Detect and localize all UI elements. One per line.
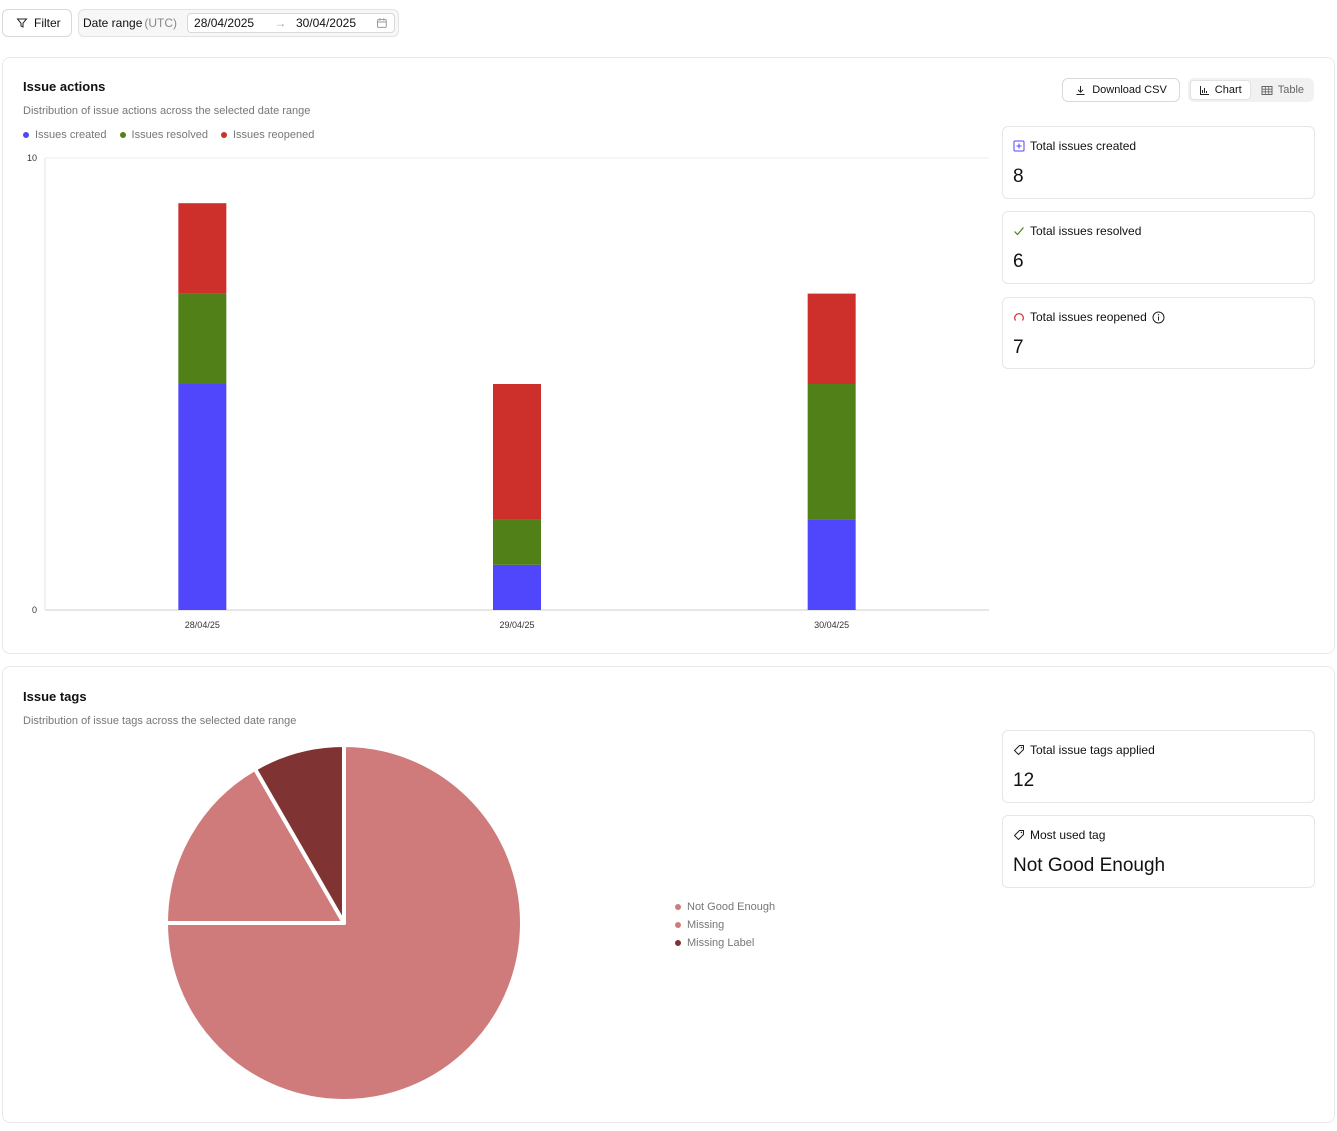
pie-slice xyxy=(164,766,346,925)
y-tick-label: 0 xyxy=(32,605,37,615)
legend-label: Missing Label xyxy=(687,937,755,949)
legend-label: Issues created xyxy=(35,129,107,141)
legend-item: Issues reopened xyxy=(220,129,315,141)
bar-segment xyxy=(807,293,856,384)
pie-slice xyxy=(164,743,524,1103)
stat-label: Total issues resolved xyxy=(1030,224,1142,238)
bar-segment xyxy=(493,519,541,565)
date-range-label: Date range xyxy=(83,16,143,30)
stat-value: 8 xyxy=(1013,166,1024,187)
stat-total-resolved: Total issues resolved 6 xyxy=(1002,211,1315,284)
bar-segment xyxy=(178,384,227,610)
date-to-input[interactable]: 30/04/2025 xyxy=(295,16,356,30)
download-icon xyxy=(1076,85,1085,95)
x-tick-label: 30/04/25 xyxy=(814,620,849,630)
stat-total-reopened: Total issues reopened 7 xyxy=(1002,297,1315,369)
toolbar: Filter Date range (UTC) 28/04/2025 → 30/… xyxy=(2,9,400,37)
bar-chart-icon xyxy=(1199,85,1209,95)
view-table-label: Table xyxy=(1277,84,1304,96)
legend-dot xyxy=(220,132,227,138)
stat-header: Total issues reopened xyxy=(1013,310,1165,324)
legend-label: Missing xyxy=(687,919,725,931)
legend-label: Issues resolved xyxy=(131,129,208,141)
date-from-input[interactable]: 28/04/2025 xyxy=(194,16,255,30)
legend-dot xyxy=(675,922,681,928)
date-arrow: → xyxy=(274,16,287,30)
legend-dot xyxy=(675,904,681,910)
stat-most-used-tag: Most used tag Not Good Enough xyxy=(1002,815,1315,888)
legend-dot xyxy=(675,940,681,946)
stat-header: Total issues created xyxy=(1013,139,1136,153)
issue-tags-pie-chart xyxy=(164,743,524,1103)
stat-value: 6 xyxy=(1013,251,1024,272)
legend-label: Not Good Enough xyxy=(687,901,776,913)
stat-value: Not Good Enough xyxy=(1013,855,1166,876)
reopen-icon xyxy=(1014,313,1024,321)
download-csv-button[interactable]: Download CSV xyxy=(1062,78,1180,102)
issue-tags-title: Issue tags xyxy=(23,689,87,704)
stat-label: Most used tag xyxy=(1030,828,1106,842)
info-icon[interactable] xyxy=(1152,311,1165,324)
issue-tags-card: Issue tags Distribution of issue tags ac… xyxy=(2,666,1335,1123)
pie-slice xyxy=(253,743,346,925)
stat-header: Total issues resolved xyxy=(1013,224,1141,238)
view-chart-label: Chart xyxy=(1214,84,1242,96)
issue-tags-subtitle: Distribution of issue tags across the se… xyxy=(23,715,297,727)
bar-segment xyxy=(493,564,541,610)
issue-actions-legend: Issues created Issues resolved Issues re… xyxy=(23,129,314,141)
x-tick-label: 29/04/25 xyxy=(499,620,534,630)
filter-icon xyxy=(16,18,28,28)
chart-controls: Download CSV Chart Table xyxy=(1062,78,1314,102)
tag-icon xyxy=(1013,830,1024,841)
view-table-tab[interactable]: Table xyxy=(1253,80,1312,100)
stat-value: 7 xyxy=(1013,337,1024,358)
stat-header: Most used tag xyxy=(1013,828,1105,842)
legend-item: Issues created xyxy=(23,129,107,141)
bar-segment xyxy=(178,203,227,294)
stat-label: Total issue tags applied xyxy=(1030,743,1155,757)
view-toggle: Chart Table xyxy=(1187,78,1314,102)
legend-dot xyxy=(23,132,29,138)
tags-icon xyxy=(1013,745,1024,756)
legend-item: Not Good Enough xyxy=(675,898,775,916)
date-range-picker: Date range (UTC) 28/04/2025 → 30/04/2025 xyxy=(78,9,400,37)
table-icon xyxy=(1261,85,1273,95)
date-range-timezone: (UTC) xyxy=(144,16,178,30)
check-icon xyxy=(1014,227,1024,236)
stat-value: 12 xyxy=(1013,770,1035,791)
issue-actions-card: Issue actions Distribution of issue acti… xyxy=(2,57,1335,654)
legend-label: Issues reopened xyxy=(232,129,315,141)
issue-actions-subtitle: Distribution of issue actions across the… xyxy=(23,105,311,117)
legend-item: Missing Label xyxy=(675,934,775,952)
stat-header: Total issue tags applied xyxy=(1013,743,1155,757)
stat-label: Total issues created xyxy=(1030,139,1137,153)
legend-dot xyxy=(119,132,126,138)
stat-label: Total issues reopened xyxy=(1030,310,1147,324)
filter-label: Filter xyxy=(34,16,61,30)
filter-button[interactable]: Filter xyxy=(2,9,72,37)
stat-total-tags: Total issue tags applied 12 xyxy=(1002,730,1315,803)
x-tick-label: 28/04/25 xyxy=(185,620,220,630)
bar-segment xyxy=(807,384,856,520)
issue-actions-chart: 0 10 28/04/25 29/04/25 30/04/25 xyxy=(27,153,989,630)
plus-square-icon xyxy=(1013,140,1025,152)
bar-segment xyxy=(493,384,541,520)
download-csv-label: Download CSV xyxy=(1092,84,1167,96)
calendar-icon[interactable] xyxy=(376,17,388,29)
bar-segment xyxy=(807,519,856,610)
bar-segment xyxy=(178,293,227,384)
y-tick-label: 10 xyxy=(27,153,37,163)
legend-item: Missing xyxy=(675,916,775,934)
issue-actions-title: Issue actions xyxy=(23,79,106,94)
date-range-input[interactable]: 28/04/2025 → 30/04/2025 xyxy=(187,13,396,33)
legend-item: Issues resolved xyxy=(119,129,208,141)
view-chart-tab[interactable]: Chart xyxy=(1189,80,1251,100)
stat-total-created: Total issues created 8 xyxy=(1002,126,1315,199)
issue-tags-legend: Not Good Enough Missing Missing Label xyxy=(675,898,775,952)
